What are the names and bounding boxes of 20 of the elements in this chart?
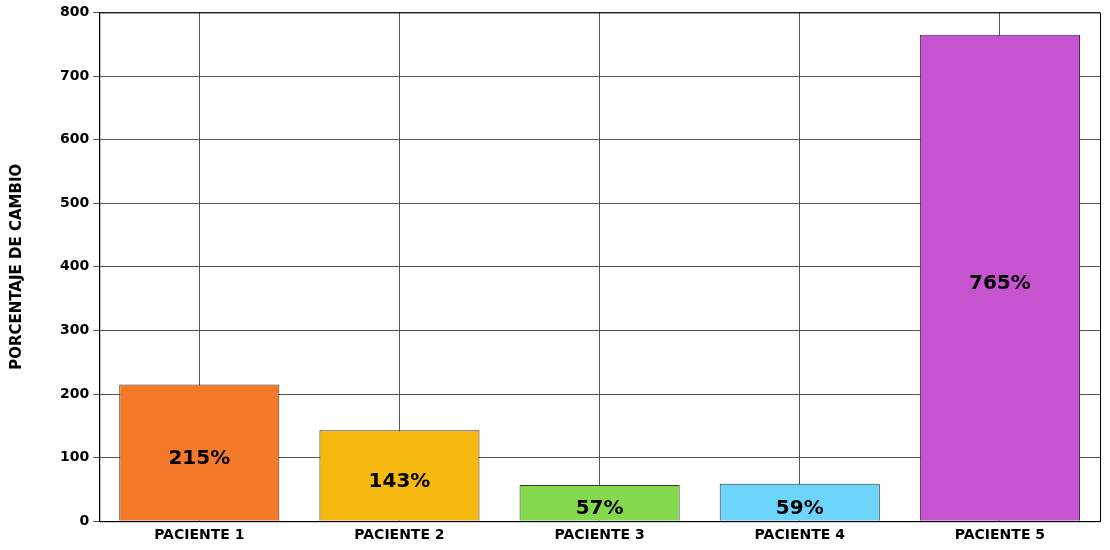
data-label: 57% [575,495,624,520]
data-label: 59% [775,494,824,519]
y-tick-label: 400 [59,257,90,274]
x-tick-label: PACIENTE 1 [154,526,245,543]
y-tick-label: 800 [59,3,90,20]
data-label: 143% [368,467,431,492]
y-tick-label: 500 [59,193,90,210]
y-tick-label: 200 [59,384,90,401]
x-tick-label: PACIENTE 3 [554,526,645,543]
x-tick-label: PACIENTE 4 [754,526,846,543]
y-tick-label: 100 [59,448,90,465]
x-tick-label: PACIENTE 5 [954,526,1046,543]
y-tick-label: 300 [59,321,90,338]
data-label: 215% [168,445,231,470]
y-tick-label: 700 [59,66,90,83]
y-tick-label: 600 [59,130,90,147]
x-tick-label: PACIENTE 2 [354,526,445,543]
y-tick-label: 0 [79,511,90,528]
data-label: 765% [969,270,1031,295]
y-axis-title: PORCENTAJE DE CAMBIO [6,163,25,370]
